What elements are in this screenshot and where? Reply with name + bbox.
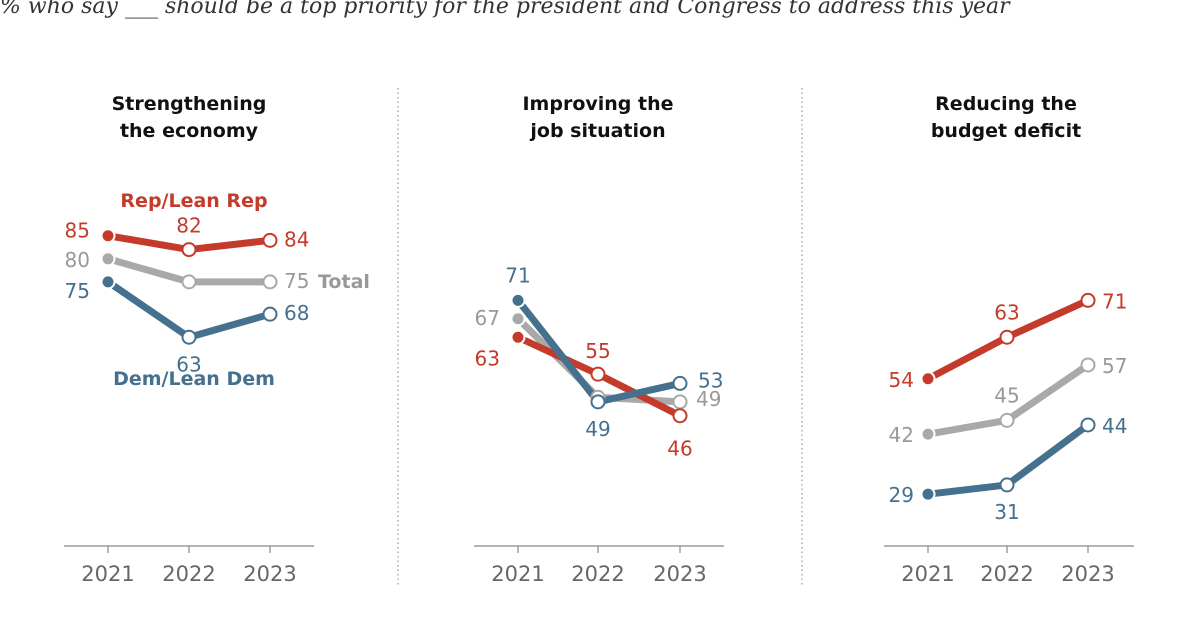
x-tick-label: 2023 xyxy=(1061,562,1114,586)
data-point-rep xyxy=(100,228,116,244)
data-label-total: 42 xyxy=(889,423,914,447)
data-label-rep: 84 xyxy=(284,227,309,251)
x-tick-label: 2022 xyxy=(162,562,215,586)
data-point-rep xyxy=(262,232,278,248)
data-label-dem: 44 xyxy=(1102,414,1127,438)
x-tick-label: 2022 xyxy=(571,562,624,586)
data-label-dem: 75 xyxy=(65,279,90,303)
data-label-dem: 29 xyxy=(889,483,914,507)
data-label-rep: 55 xyxy=(585,339,610,363)
data-label-dem: 71 xyxy=(505,263,530,287)
x-tick-label: 2021 xyxy=(491,562,544,586)
data-point-dem xyxy=(262,306,278,322)
series-line-dem xyxy=(104,278,274,341)
data-label-total: 45 xyxy=(994,383,1019,407)
data-label-total: 80 xyxy=(65,248,90,272)
data-point-rep xyxy=(672,408,688,424)
data-point-total xyxy=(181,274,197,290)
data-point-total xyxy=(100,251,116,267)
data-label-total: 49 xyxy=(696,387,721,411)
data-point-dem xyxy=(999,477,1015,493)
data-label-dem: 49 xyxy=(585,417,610,441)
series-label-total: Total xyxy=(318,271,370,293)
data-point-total xyxy=(510,311,526,327)
x-tick-label: 2021 xyxy=(901,562,954,586)
chart-subtitle: % who say ___ should be a top priority f… xyxy=(0,0,1010,19)
data-point-dem xyxy=(1080,417,1096,433)
data-label-total: 75 xyxy=(284,269,309,293)
data-label-rep: 46 xyxy=(667,437,692,461)
data-label-rep: 54 xyxy=(889,368,914,392)
data-point-total xyxy=(920,426,936,442)
panel-title: job situation xyxy=(529,120,665,142)
data-point-rep xyxy=(1080,292,1096,308)
x-tick-label: 2023 xyxy=(243,562,296,586)
data-point-total xyxy=(672,394,688,410)
data-label-rep: 85 xyxy=(65,219,90,243)
data-label-rep: 82 xyxy=(176,214,201,238)
data-label-dem: 31 xyxy=(994,500,1019,524)
data-point-dem xyxy=(510,292,526,308)
data-point-rep xyxy=(920,371,936,387)
data-label-rep: 63 xyxy=(994,300,1019,324)
panel-title: Reducing the xyxy=(935,93,1077,115)
data-point-dem xyxy=(590,394,606,410)
data-point-rep xyxy=(590,366,606,382)
data-label-total: 57 xyxy=(1102,354,1127,378)
data-point-rep xyxy=(510,329,526,345)
data-point-dem xyxy=(181,329,197,345)
data-point-rep xyxy=(181,242,197,258)
data-label-rep: 63 xyxy=(475,346,500,370)
panel-title: the economy xyxy=(120,120,259,142)
data-point-total xyxy=(1080,357,1096,373)
data-point-dem xyxy=(672,375,688,391)
data-label-dem: 63 xyxy=(176,352,201,376)
data-point-dem xyxy=(920,486,936,502)
data-point-total xyxy=(999,412,1015,428)
panel-title: Improving the xyxy=(522,93,673,115)
x-tick-label: 2023 xyxy=(653,562,706,586)
series-label-dem: Dem/Lean Dem xyxy=(113,368,275,390)
x-tick-label: 2022 xyxy=(980,562,1033,586)
data-label-dem: 53 xyxy=(698,368,723,392)
data-point-total xyxy=(262,274,278,290)
data-point-dem xyxy=(100,274,116,290)
x-tick-label: 2021 xyxy=(81,562,134,586)
data-point-rep xyxy=(999,329,1015,345)
data-label-rep: 71 xyxy=(1102,289,1127,313)
panel-title: budget deficit xyxy=(931,120,1081,142)
data-label-total: 67 xyxy=(475,306,500,330)
panel-title: Strengthening xyxy=(112,93,267,115)
series-label-rep: Rep/Lean Rep xyxy=(120,190,267,212)
data-label-dem: 68 xyxy=(284,301,309,325)
